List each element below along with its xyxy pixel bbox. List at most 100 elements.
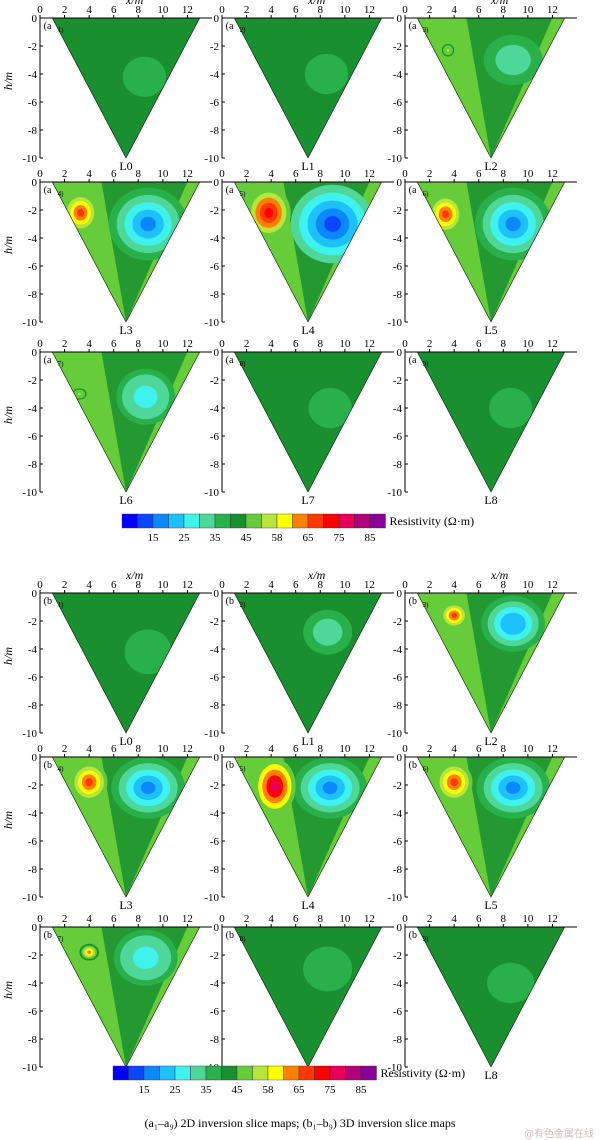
colorbar-swatch (112, 1065, 129, 1081)
x-tick-label: 4 (451, 4, 457, 16)
x-tick-label: 6 (111, 338, 117, 350)
y-tick-label: 0 (214, 177, 220, 189)
y-tick-label: -4 (28, 978, 38, 990)
y-tick-label: -8 (393, 459, 403, 471)
x-tick-label: 8 (501, 913, 507, 925)
x-tick-label: 2 (244, 743, 250, 755)
y-axis-label: h/m (1, 406, 15, 424)
x-tick-label: 0 (219, 168, 225, 180)
x-tick-label: 4 (268, 913, 274, 925)
x-tick-label: 8 (318, 579, 324, 591)
y-tick-label: 0 (32, 922, 38, 934)
line-label: L8 (484, 1068, 497, 1082)
x-tick-label: 8 (136, 743, 142, 755)
x-tick-label: 6 (476, 579, 482, 591)
y-tick-label: -4 (28, 644, 38, 656)
colorbar-swatch (283, 1065, 300, 1081)
x-tick-label: 0 (37, 168, 43, 180)
line-label: L2 (484, 734, 497, 748)
y-axis-label: h/m (1, 811, 15, 829)
x-tick-label: 12 (182, 4, 193, 16)
y-tick-label: -8 (210, 864, 220, 876)
anomaly-1-contour (504, 977, 517, 989)
x-tick-label: 4 (451, 338, 457, 350)
y-tick-label: -10 (387, 728, 402, 740)
panel-label: (a (409, 355, 417, 366)
y-tick-label: 0 (397, 588, 403, 600)
y-tick-label: -2 (210, 375, 219, 387)
x-tick-label: 8 (136, 168, 142, 180)
x-tick-label: 10 (339, 338, 351, 350)
y-tick-label: -4 (28, 69, 38, 81)
x-tick-label: 4 (268, 168, 274, 180)
x-tick-label: 4 (86, 913, 92, 925)
y-tick-label: -4 (210, 978, 220, 990)
anomaly-2-contour (77, 392, 81, 396)
panel-a4: 0 2 4 6 8 10 12 0 -2 -4 -6 -8 -10 h/m (a 4) L3 (1, 168, 212, 337)
panel-label-sub: 3) (423, 26, 430, 34)
y-tick-label: -8 (393, 864, 403, 876)
x-tick-label: 10 (339, 4, 351, 16)
x-tick-label: 8 (501, 579, 507, 591)
panel-label-sub: 1) (58, 26, 65, 34)
panel-label-sub: 6) (423, 765, 430, 773)
y-tick-label: -2 (393, 616, 402, 628)
colorbar-swatch (338, 513, 355, 529)
y-tick-label: -8 (28, 700, 38, 712)
panel-label: (b (226, 760, 234, 771)
anomaly-1-contour (322, 781, 338, 794)
anomaly-1-contour (140, 781, 156, 794)
panel-label: (b (409, 760, 417, 771)
y-tick-label: 0 (397, 177, 403, 189)
x-tick-label: 2 (62, 338, 68, 350)
x-tick-label: 0 (402, 913, 408, 925)
x-tick-label: 2 (62, 913, 68, 925)
anomaly-1-contour (506, 618, 520, 630)
panel-b4: 0 2 4 6 8 10 12 0 -2 -4 -6 -8 -10 h/m (b 4) L3 (1, 743, 212, 912)
figure-caption: (a₁–a₉) 2D inversion slice maps; (b₁–b₉)… (144, 1116, 456, 1130)
y-tick-label: -2 (210, 780, 219, 792)
x-tick-label: 2 (427, 579, 433, 591)
line-label: L3 (119, 323, 132, 337)
colorbar-tick: 75 (325, 1084, 337, 1096)
x-tick-label: 10 (339, 913, 351, 925)
y-tick-label: -6 (210, 836, 220, 848)
x-tick-label: 6 (111, 4, 117, 16)
x-tick-label: 4 (451, 168, 457, 180)
colorbar-swatch (143, 1065, 160, 1081)
y-tick-label: -2 (393, 950, 402, 962)
colorbar-swatch (369, 513, 386, 529)
line-label: L5 (484, 898, 497, 912)
colorbar-tick: 85 (365, 532, 377, 544)
x-tick-label: 6 (476, 338, 482, 350)
x-tick-label: 8 (318, 338, 324, 350)
panel-label-sub: 9) (423, 360, 430, 368)
contour-field (234, 927, 382, 1067)
anomaly-2-contour (87, 950, 92, 954)
anomaly-1-contour (324, 216, 341, 232)
x-axis-label: x/m (490, 0, 509, 7)
x-tick-label: 10 (522, 743, 534, 755)
colorbar-swatch (245, 513, 262, 529)
colorbar-tick: 25 (170, 1084, 182, 1096)
y-tick-label: 0 (32, 752, 38, 764)
panel-label-sub: 1) (58, 601, 65, 609)
anomaly-1-contour (505, 781, 521, 794)
x-tick-label: 10 (339, 168, 351, 180)
colorbar-swatch (298, 1065, 315, 1081)
colorbar-swatch (354, 513, 371, 529)
y-tick-label: -2 (28, 41, 37, 53)
colorbar-tick: 25 (179, 532, 191, 544)
contour-field (52, 927, 200, 1067)
panel-label: (a (409, 185, 417, 196)
y-tick-label: 0 (32, 588, 38, 600)
colorbar-swatch (230, 513, 247, 529)
colorbar-swatch (199, 513, 216, 529)
y-tick-label: 0 (214, 347, 220, 359)
line-label: L8 (484, 493, 497, 507)
y-tick-label: 0 (32, 347, 38, 359)
x-axis-label: x/m (307, 568, 326, 582)
x-tick-label: 10 (339, 579, 351, 591)
anomaly-1-contour (139, 952, 153, 964)
